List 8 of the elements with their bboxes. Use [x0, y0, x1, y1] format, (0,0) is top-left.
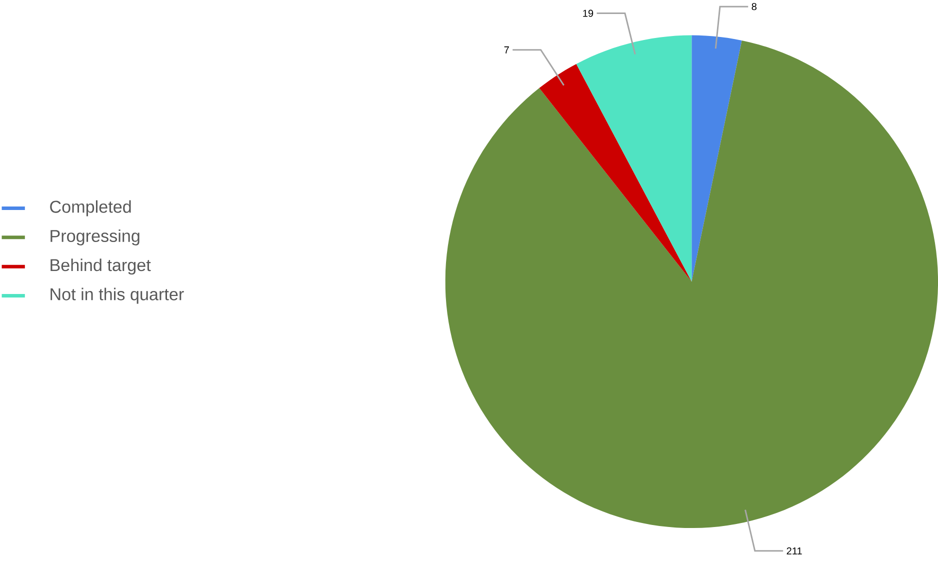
data-label: 211 [786, 547, 802, 554]
legend-label: Behind target [50, 258, 151, 274]
data-label: 19 [583, 10, 594, 17]
legend-label: Not in this quarter [50, 288, 184, 304]
data-label: 7 [504, 46, 509, 54]
data-label: 8 [752, 2, 756, 10]
legend-label: Progressing [50, 229, 140, 246]
legend-label: Completed [50, 200, 131, 216]
